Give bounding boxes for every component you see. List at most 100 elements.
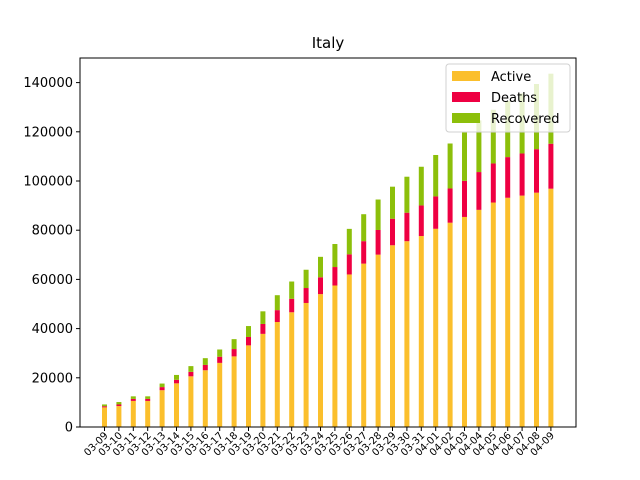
chart-title: Italy [312, 34, 345, 52]
bar-recovered-03-15 [188, 366, 194, 372]
y-tick-label: 60000 [32, 273, 73, 288]
bar-deaths-03-31 [418, 205, 424, 237]
bar-deaths-03-26 [346, 254, 352, 275]
bar-active-03-16 [202, 370, 208, 427]
bar-active-03-21 [274, 322, 280, 427]
bar-deaths-03-09 [102, 406, 107, 408]
bar-deaths-03-20 [260, 323, 266, 334]
bar-active-03-11 [130, 400, 136, 427]
bar-deaths-04-05 [490, 163, 496, 203]
bar-deaths-03-25 [332, 267, 338, 286]
bar-active-03-15 [188, 376, 194, 427]
bar-active-03-26 [346, 274, 352, 427]
bar-deaths-03-13 [159, 387, 165, 391]
bar-active-03-20 [260, 333, 266, 427]
bar-active-03-22 [289, 312, 295, 427]
bar-deaths-03-27 [361, 241, 367, 264]
bar-active-03-23 [303, 302, 309, 427]
y-tick-label: 100000 [23, 175, 73, 190]
bar-recovered-03-21 [274, 295, 280, 311]
bar-recovered-04-05 [490, 109, 496, 164]
bar-deaths-04-08 [534, 149, 539, 193]
bar-active-04-01 [433, 228, 439, 427]
bar-deaths-03-14 [174, 379, 179, 384]
x-axis: 03-0903-1003-1103-1203-1303-1403-1503-16… [82, 427, 557, 459]
legend-label-deaths: Deaths [491, 91, 537, 106]
bar-deaths-03-19 [246, 336, 251, 346]
bar-active-03-09 [102, 407, 107, 427]
bar-deaths-03-11 [130, 398, 136, 401]
y-tick-label: 20000 [32, 371, 73, 386]
bar-recovered-03-16 [202, 358, 208, 365]
bar-active-04-05 [490, 202, 496, 427]
bar-recovered-03-25 [332, 244, 338, 268]
bar-deaths-03-23 [303, 288, 309, 303]
bar-deaths-03-15 [188, 371, 194, 377]
y-tick-label: 80000 [32, 224, 73, 239]
y-tick-label: 140000 [23, 76, 73, 91]
bar-active-03-30 [404, 241, 410, 427]
bar-deaths-04-06 [505, 157, 511, 198]
y-tick-label: 0 [65, 421, 73, 436]
bar-deaths-03-29 [390, 218, 395, 246]
bar-deaths-03-30 [404, 212, 410, 242]
bar-deaths-04-04 [476, 172, 482, 210]
bar-active-03-31 [418, 236, 424, 427]
bar-active-03-19 [246, 345, 251, 427]
legend-swatch-recovered [452, 113, 480, 123]
bar-recovered-03-23 [303, 269, 309, 289]
bar-deaths-03-12 [145, 398, 151, 401]
bar-recovered-03-28 [375, 199, 381, 230]
bar-recovered-03-19 [246, 326, 251, 337]
bar-active-03-17 [217, 362, 223, 427]
bar-recovered-03-13 [159, 383, 165, 388]
y-axis: 0 20000 40000 60000 80000 100000 120000 140000 [23, 76, 80, 436]
bar-deaths-03-10 [116, 404, 122, 407]
bar-deaths-03-17 [217, 356, 223, 363]
bar-recovered-04-02 [447, 143, 453, 189]
bar-deaths-04-09 [548, 143, 554, 189]
bar-recovered-03-17 [217, 349, 223, 357]
bar-recovered-03-14 [174, 374, 179, 380]
bar-recovered-03-18 [231, 339, 237, 350]
bar-recovered-03-12 [145, 396, 151, 399]
bar-recovered-04-01 [433, 154, 439, 197]
bar-recovered-03-10 [116, 402, 122, 405]
bar-recovered-03-31 [418, 166, 424, 206]
bar-active-03-24 [318, 294, 323, 427]
legend-swatch-active [452, 71, 480, 81]
bar-recovered-03-20 [260, 311, 266, 324]
bar-active-04-09 [548, 188, 554, 427]
bar-deaths-03-22 [289, 298, 295, 313]
bar-recovered-03-30 [404, 176, 410, 213]
legend-label-recovered: Recovered [491, 112, 560, 127]
bar-deaths-03-28 [375, 229, 381, 255]
bar-active-04-08 [534, 192, 539, 427]
bar-deaths-03-21 [274, 310, 280, 323]
bar-active-03-29 [390, 245, 395, 427]
bar-recovered-03-22 [289, 281, 295, 299]
bar-deaths-04-02 [447, 188, 453, 223]
bar-recovered-03-11 [130, 396, 136, 399]
y-tick-label: 120000 [23, 125, 73, 140]
bar-recovered-04-03 [462, 132, 467, 181]
bar-recovered-03-26 [346, 228, 352, 255]
bar-active-03-18 [231, 356, 237, 427]
bar-active-03-27 [361, 263, 367, 427]
legend-label-active: Active [491, 70, 531, 85]
bar-active-03-28 [375, 254, 381, 427]
bar-deaths-04-03 [462, 180, 467, 217]
legend-swatch-deaths [452, 92, 480, 102]
bar-recovered-03-29 [390, 186, 395, 219]
bar-recovered-03-24 [318, 256, 323, 278]
bar-active-03-14 [174, 383, 179, 427]
bar-active-03-12 [145, 400, 151, 427]
bar-active-03-10 [116, 406, 122, 427]
bar-active-04-04 [476, 209, 482, 427]
plot-area-frame [79, 57, 577, 428]
legend: Active Deaths Recovered [445, 63, 571, 133]
bar-deaths-04-01 [433, 196, 439, 229]
bar-deaths-03-24 [318, 277, 323, 295]
y-tick-label: 40000 [32, 322, 73, 337]
